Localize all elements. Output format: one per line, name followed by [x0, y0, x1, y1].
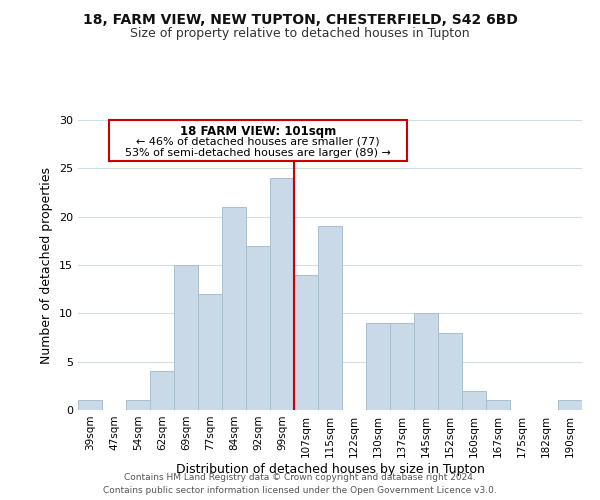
Bar — [558, 400, 582, 410]
X-axis label: Distribution of detached houses by size in Tupton: Distribution of detached houses by size … — [176, 462, 484, 475]
Text: Size of property relative to detached houses in Tupton: Size of property relative to detached ho… — [130, 28, 470, 40]
Bar — [222, 207, 246, 410]
Bar — [246, 246, 270, 410]
Bar — [462, 390, 486, 410]
Text: 53% of semi-detached houses are larger (89) →: 53% of semi-detached houses are larger (… — [125, 148, 391, 158]
Text: Contains HM Land Registry data © Crown copyright and database right 2024.: Contains HM Land Registry data © Crown c… — [124, 474, 476, 482]
Text: Contains public sector information licensed under the Open Government Licence v3: Contains public sector information licen… — [103, 486, 497, 495]
FancyBboxPatch shape — [109, 120, 407, 160]
Bar — [174, 265, 198, 410]
Bar — [270, 178, 294, 410]
Bar — [366, 323, 390, 410]
Bar — [390, 323, 414, 410]
Bar — [294, 274, 318, 410]
Bar — [486, 400, 510, 410]
Bar — [78, 400, 102, 410]
Bar — [198, 294, 222, 410]
Bar — [438, 332, 462, 410]
Text: 18 FARM VIEW: 101sqm: 18 FARM VIEW: 101sqm — [180, 126, 336, 138]
Bar — [318, 226, 342, 410]
Bar — [414, 314, 438, 410]
Bar — [150, 372, 174, 410]
Bar — [126, 400, 150, 410]
Text: 18, FARM VIEW, NEW TUPTON, CHESTERFIELD, S42 6BD: 18, FARM VIEW, NEW TUPTON, CHESTERFIELD,… — [83, 12, 517, 26]
Y-axis label: Number of detached properties: Number of detached properties — [40, 166, 53, 364]
Text: ← 46% of detached houses are smaller (77): ← 46% of detached houses are smaller (77… — [136, 136, 380, 146]
